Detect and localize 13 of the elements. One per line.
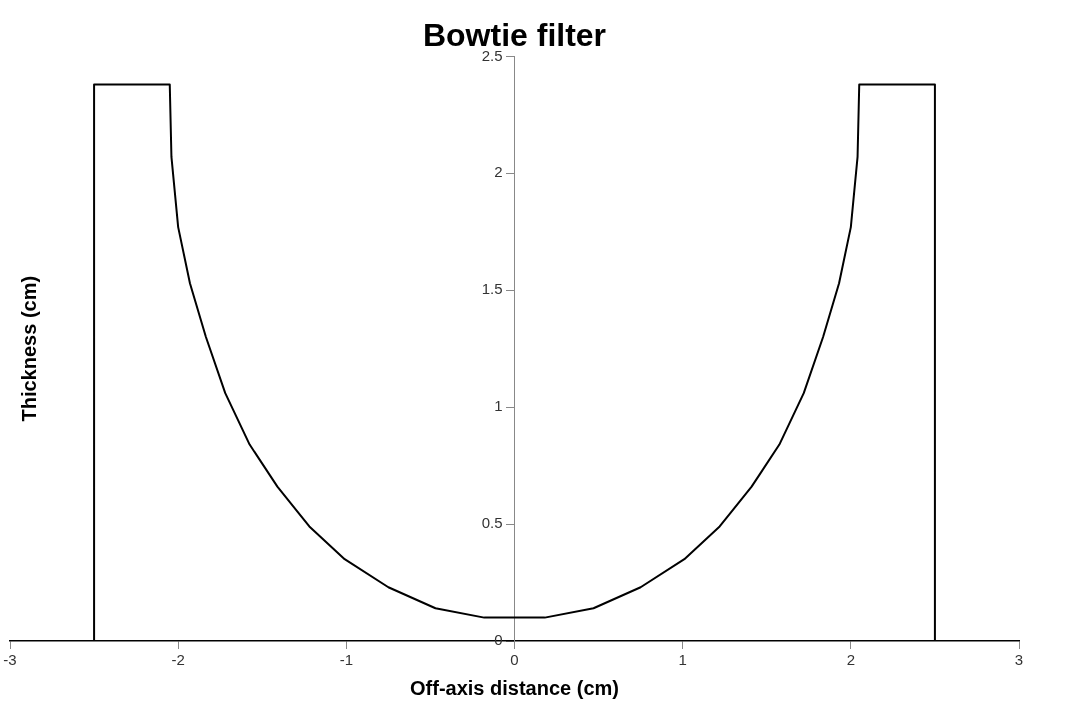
x-tick-label: 1 [678,651,687,669]
y-tick-label: 2 [494,163,503,181]
x-tick-label: 2 [846,651,856,669]
x-tick-label: 3 [1014,651,1024,669]
x-tick-label: -3 [3,651,17,669]
y-axis-title: Thickness (cm) [17,275,40,422]
y-tick-label: 1.5 [481,280,503,298]
y-tick-label: 1 [494,397,503,415]
x-tick-label: 0 [510,651,519,669]
x-tick-label: -1 [339,651,354,669]
x-tick-label: -2 [171,651,185,669]
y-tick-label: 0.5 [481,514,503,532]
x-axis-title: Off-axis distance (cm) [410,676,619,699]
